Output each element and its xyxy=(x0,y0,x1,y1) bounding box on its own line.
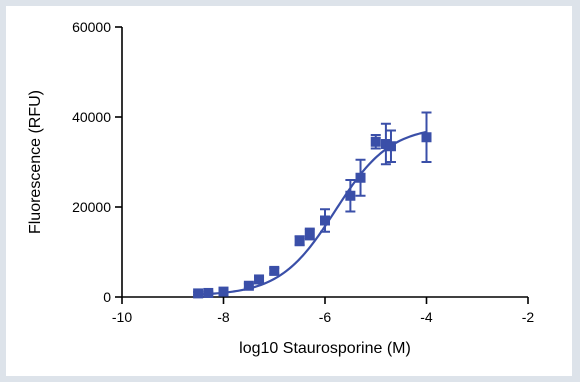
y-tick-label: 0 xyxy=(103,289,111,305)
data-point xyxy=(345,190,356,201)
data-point xyxy=(320,215,330,226)
y-tick-label: 60000 xyxy=(72,19,111,35)
chart-panel: 0 20000 40000 60000 -10 -8 -6 -4 -2 Fluorescenc… xyxy=(6,6,572,376)
fit-curve xyxy=(198,130,427,296)
axes xyxy=(121,27,528,298)
x-tick-label: -4 xyxy=(420,309,433,325)
data-point xyxy=(243,280,254,291)
y-ticks: 0 20000 40000 60000 xyxy=(72,19,122,305)
x-axis-title: log10 Staurosporine (M) xyxy=(239,340,411,357)
data-point xyxy=(370,136,381,147)
x-ticks: -10 -8 -6 -4 -2 xyxy=(112,297,535,325)
y-axis-title: Fluorescence (RFU) xyxy=(27,90,44,234)
data-point xyxy=(203,287,214,298)
y-tick-label: 40000 xyxy=(72,109,111,125)
data-point xyxy=(218,286,229,297)
data-point xyxy=(254,274,265,285)
x-tick-label: -8 xyxy=(217,309,230,325)
y-tick-label: 20000 xyxy=(72,199,111,215)
data-points xyxy=(193,111,432,299)
x-tick-label: -2 xyxy=(522,309,535,325)
chart-svg: 0 20000 40000 60000 -10 -8 -6 -4 -2 Fluorescenc… xyxy=(27,19,535,357)
x-tick-label: -10 xyxy=(112,309,132,325)
data-point xyxy=(380,139,391,149)
x-tick-label: -6 xyxy=(319,309,332,325)
data-point xyxy=(385,141,396,152)
data-point xyxy=(193,288,204,299)
data-point xyxy=(355,172,366,183)
data-point xyxy=(294,235,305,246)
data-point xyxy=(304,229,315,239)
data-point xyxy=(269,265,280,276)
data-point xyxy=(421,132,432,143)
